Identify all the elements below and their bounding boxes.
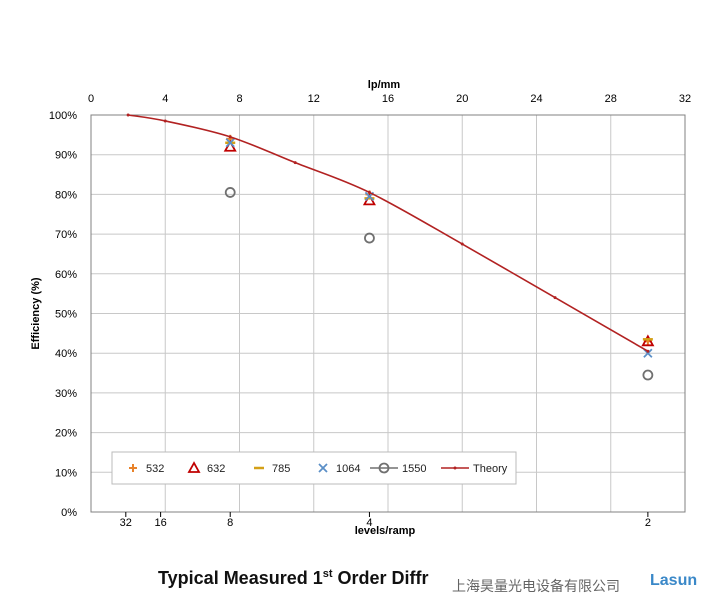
legend-marker-532 [129, 464, 137, 472]
y-tick-label: 40% [55, 348, 77, 360]
y-tick-label: 10% [55, 467, 77, 479]
caption-superscript: st [322, 568, 333, 580]
y-tick-label: 100% [49, 110, 77, 122]
x-b [643, 348, 653, 358]
legend-label-632: 632 [207, 463, 225, 475]
top-tick-label: 4 [162, 93, 168, 105]
bottom-tick-label: 32 [120, 517, 132, 529]
bottom-tick-label: 16 [154, 517, 166, 529]
theory-point [228, 135, 232, 139]
y-tick-label: 60% [55, 269, 77, 281]
legend-box [111, 451, 517, 485]
legend-label-1064: 1064 [336, 463, 360, 475]
y-axis-title: Efficiency (%) [30, 277, 42, 349]
triangle [641, 334, 655, 347]
top-axis-title: lp/mm [368, 79, 401, 91]
bottom-tick-label: 4 [366, 517, 372, 529]
legend-label-532: 532 [146, 463, 164, 475]
chart-caption: Typical Measured 1st Order Diffr [158, 568, 429, 589]
theory-point [163, 119, 167, 123]
top-tick-label: 32 [679, 93, 691, 105]
point-1550 [642, 369, 654, 381]
top-tick-label: 12 [308, 93, 320, 105]
top-tick-label: 28 [605, 93, 617, 105]
point-1064 [225, 138, 235, 148]
bottom-tick-label: 2 [645, 517, 651, 529]
bottom-axis-title: levels/ramp [355, 525, 416, 537]
legend-dot-theory [453, 466, 457, 470]
y-tick-label: 50% [55, 309, 77, 321]
caption-prefix: Typical Measured 1 [158, 568, 323, 588]
watermark-logo: Lasun [650, 572, 698, 589]
caption-suffix: Order Diffr [332, 568, 429, 588]
legend-marker-1550 [378, 462, 390, 474]
legend-label-theory: Theory [473, 463, 508, 475]
theory-point [553, 296, 557, 300]
legend [111, 451, 517, 485]
plot-frame [90, 114, 686, 513]
bottom-tick-label: 8 [227, 517, 233, 529]
x-b [225, 138, 235, 148]
y-tick-label: 90% [55, 150, 77, 162]
y-tick-label: 70% [55, 229, 77, 241]
legend-label-785: 785 [272, 463, 290, 475]
top-tick-label: 0 [88, 93, 94, 105]
circle [378, 462, 390, 474]
top-tick-label: 8 [236, 93, 242, 105]
legend-marker-1064 [318, 463, 328, 473]
point-1550 [364, 232, 375, 244]
theory-point [646, 349, 650, 353]
legend-marker-632 [187, 461, 201, 473]
triangle [187, 461, 201, 473]
point-632 [641, 334, 655, 347]
y-tick-label: 30% [55, 388, 77, 400]
y-tick-label: 80% [55, 189, 77, 201]
watermark-text: 上海昊量光电设备有限公司 [452, 579, 620, 595]
top-tick-label: 20 [456, 93, 468, 105]
point-1550 [224, 187, 236, 198]
circle [642, 369, 654, 381]
circle [224, 187, 236, 198]
x-b [318, 463, 328, 473]
circle [364, 232, 375, 244]
theory-point [367, 190, 371, 194]
y-tick-label: 0% [61, 507, 77, 519]
y-tick-label: 20% [55, 428, 77, 440]
top-tick-label: 16 [382, 93, 394, 105]
legend-label-1550: 1550 [402, 463, 426, 475]
theory-point [126, 113, 130, 117]
top-tick-label: 24 [530, 93, 542, 105]
theory-point [460, 242, 464, 246]
theory-point [293, 161, 297, 165]
